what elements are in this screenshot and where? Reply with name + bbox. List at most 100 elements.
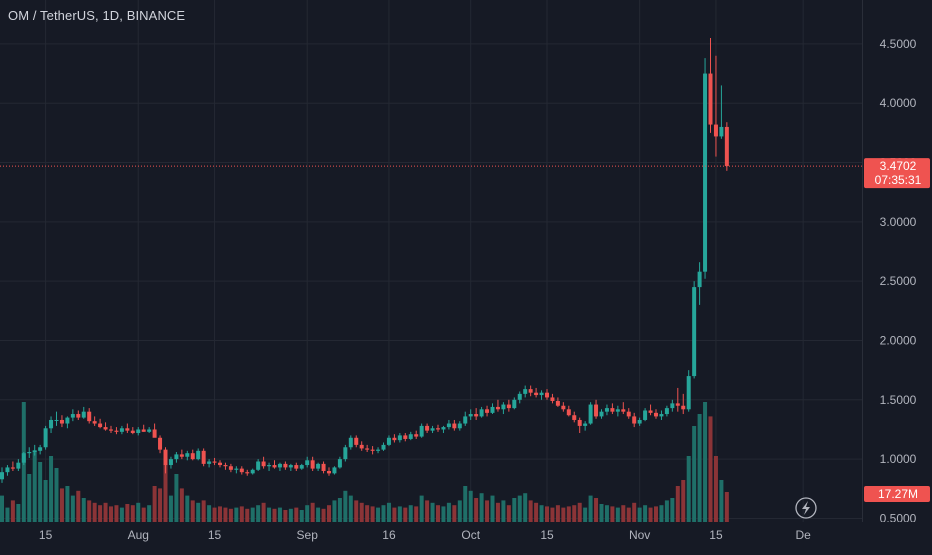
volume-bar [408, 505, 413, 522]
volume-bar [670, 498, 675, 522]
volume-bar [190, 500, 195, 522]
candle-body [479, 409, 484, 417]
volume-bar [545, 506, 549, 522]
price-tick-label: 1.5000 [880, 393, 917, 407]
volume-bar [87, 500, 92, 522]
volume-bar [621, 505, 626, 522]
candle-body [446, 423, 451, 428]
volume-bar [267, 507, 272, 522]
candle-body [408, 434, 413, 439]
volume-bar [572, 505, 577, 522]
volume-bar [299, 510, 304, 522]
candle-body [436, 428, 440, 430]
volume-bar [654, 506, 658, 522]
candle-body [38, 447, 43, 451]
volume-bar [708, 416, 713, 522]
candle-body [179, 454, 184, 457]
candle-body [152, 429, 157, 438]
candle-body [332, 467, 337, 474]
candle-body [245, 472, 250, 474]
last-price-badge [864, 158, 930, 189]
volume-bar [109, 506, 113, 522]
lightning-icon[interactable] [795, 497, 817, 519]
candle-body [103, 427, 108, 430]
volume-bar [174, 474, 179, 522]
candle-body [32, 450, 37, 453]
volume-bar [436, 505, 440, 522]
candle-body [310, 460, 315, 469]
volume-bar [207, 505, 212, 522]
candle-body [386, 437, 391, 445]
time-tick-label: Sep [297, 528, 319, 542]
candle-body [430, 428, 435, 431]
candle-body [681, 405, 686, 410]
volume-bar [310, 502, 315, 522]
volume-bar [632, 502, 637, 522]
candle-body [495, 406, 500, 410]
candle-body [643, 410, 648, 420]
volume-bar [713, 456, 718, 522]
candle-body [403, 435, 408, 439]
volume-bar [272, 508, 277, 522]
volume-bar [32, 450, 37, 522]
candle-body [615, 409, 620, 412]
time-tick-label: 15 [709, 528, 723, 542]
candle-body [147, 429, 152, 432]
volume-bar [223, 507, 228, 522]
candle-body [59, 419, 64, 424]
volume-bar [27, 474, 32, 522]
volume-bar [463, 486, 468, 522]
volume-bar [147, 505, 152, 522]
volume-bar [430, 502, 435, 522]
volume-bar [119, 507, 124, 522]
candle-body [0, 472, 4, 480]
candle-body [228, 466, 233, 470]
candle-body [141, 429, 146, 432]
candle-body [708, 73, 713, 125]
candle-body [16, 462, 21, 469]
volume-bar [604, 505, 609, 522]
volume-bar [523, 493, 528, 522]
volume-bar [583, 507, 588, 522]
candle-body [288, 465, 293, 468]
candle-body [724, 126, 729, 167]
candle-body [277, 463, 282, 468]
volume-bar [277, 507, 282, 522]
volume-bar [686, 456, 691, 522]
volume-bar [0, 495, 4, 522]
volume-bar [370, 506, 375, 522]
candle-body [234, 468, 239, 470]
candle-body [359, 444, 364, 449]
volume-bar [256, 505, 261, 522]
candle-body [370, 449, 375, 451]
volume-bar [561, 507, 566, 522]
candle-body [452, 423, 457, 429]
candle-body [10, 467, 15, 469]
candles [0, 37, 729, 483]
volume-bar [610, 506, 615, 522]
candle-body [539, 392, 544, 396]
volume-bar [43, 480, 48, 522]
candle-body [256, 461, 261, 470]
price-tick-label: 0.5000 [880, 511, 917, 525]
candle-body [174, 454, 179, 460]
volume-bar [599, 504, 604, 522]
candle-body [670, 403, 675, 409]
candle-body [267, 465, 272, 467]
volume-bar [626, 507, 631, 522]
price-axis[interactable]: 4.50004.00003.50003.00002.50002.00001.50… [864, 37, 930, 526]
volume-bar [648, 507, 653, 522]
volume-bar [376, 507, 381, 522]
price-tick-label: 3.0000 [880, 215, 917, 229]
candle-body [506, 404, 511, 409]
candle-body [125, 428, 130, 431]
volume-bar [234, 507, 239, 522]
volume-bar [305, 505, 310, 522]
volume-bar [386, 502, 391, 522]
candle-body [81, 411, 86, 418]
candle-body [196, 450, 201, 460]
candle-body [566, 409, 571, 416]
time-axis[interactable]: 15 Aug 15 Sep 16 Oct 15 Nov 15 De [0, 522, 932, 550]
